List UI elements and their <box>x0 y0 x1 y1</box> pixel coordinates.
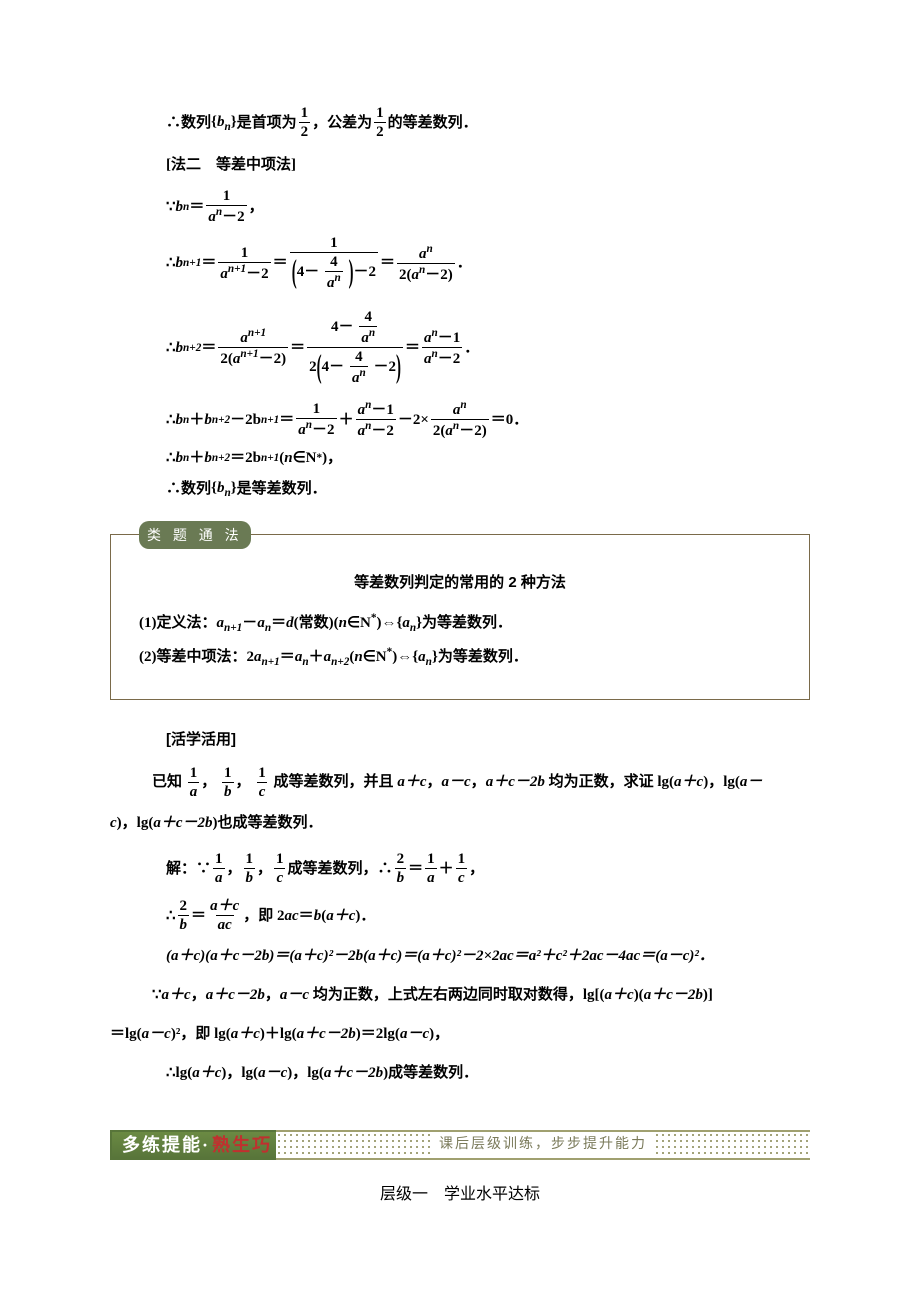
frac: 1 an－2 <box>296 400 336 439</box>
problem-p1: 已知 1a， 1b， 1c 成等差数列，并且 a＋c，a－c，a＋c－2b 均为… <box>110 764 810 801</box>
problem-p1b: c)，lg(a＋c－2b)也成等差数列． <box>110 807 810 840</box>
txt: ， <box>249 195 264 219</box>
eq-bn-def: ∵ bn＝ 1 an－2 ， <box>110 187 810 226</box>
txt: [法二 等差中项法] <box>166 153 296 177</box>
box-title: 等差数列判定的常用的 2 种方法 <box>139 571 781 595</box>
level-heading: 层级一 学业水平达标 <box>110 1182 810 1208</box>
methods-box: 类 题 通 法 等差数列判定的常用的 2 种方法 (1)定义法：an+1－an＝… <box>110 534 810 700</box>
banner-pattern: 课后层级训练，步步提升能力 <box>276 1130 810 1160</box>
eq-sum: ∴ bn＋bn+2－2bn+1＝ 1 an－2 ＋ an－1 an－2 －2× … <box>110 399 810 440</box>
banner-left: 多练提能· 熟生巧 <box>110 1130 276 1160</box>
banner-text-b: 熟生巧 <box>212 1131 272 1160</box>
eq-bn1: ∴ bn+1＝ 1 an+1－2 ＝ 1 (4－ 4an )－2 ＝ an 2(… <box>110 234 810 292</box>
practice-banner: 多练提能· 熟生巧 课后层级训练，步步提升能力 <box>110 1130 810 1160</box>
sol-l3: (a＋c)(a＋c－2b)＝(a＋c)²－2b(a＋c)＝(a＋c)²－2×2a… <box>110 940 810 973</box>
seq: {bn} <box>211 110 237 136</box>
txt: ，公差为 <box>312 111 372 135</box>
eq-2bn1: ∴ bn＋bn+2＝2bn+1(n∈N*)， <box>110 446 810 470</box>
sol-l2: ∴ 2b ＝ a＋cac ，即 2ac＝b(a＋c)． <box>110 897 810 934</box>
box-tag: 类 题 通 法 <box>139 521 251 549</box>
sol-l5: ∴lg(a＋c)，lg(a－c)，lg(a＋c－2b)成等差数列． <box>110 1057 810 1090</box>
frac: an 2(an－2) <box>431 399 489 440</box>
banner-right-text: 课后层级训练，步步提升能力 <box>433 1132 653 1158</box>
line-sequence-conclusion: ∴数列 {bn} 是首项为 1 2 ，公差为 1 2 的等差数列． <box>110 104 810 141</box>
conclusion-ap: ∴数列 {bn} 是等差数列． <box>110 476 810 502</box>
txt: ∴数列 <box>166 111 211 135</box>
frac-half-2: 1 2 <box>374 104 386 141</box>
box-line-1: (1)定义法：an+1－an＝d(常数)(n∈N*)⇔{an}为等差数列． <box>139 609 781 637</box>
frac: an 2(an－2) <box>397 243 455 284</box>
frac: 1 (4－ 4an )－2 <box>290 234 378 292</box>
sol-l4b: ＝lg(a－c)²，即 lg(a＋c)＋lg(a＋c－2b)＝2lg(a－c)， <box>110 1018 810 1051</box>
banner-text-a: 多练提能· <box>122 1131 210 1160</box>
frac-half-1: 1 2 <box>299 104 311 141</box>
frac: an+1 2(an+1－2) <box>218 327 288 368</box>
frac: 1 an+1－2 <box>218 244 270 283</box>
sol-l4: ∵a＋c，a＋c－2b，a－c 均为正数，上式左右两边同时取对数得，lg[(a＋… <box>110 979 810 1012</box>
txt: ∵ <box>166 195 176 219</box>
box-line-2: (2)等差中项法：2an+1＝an＋an+2(n∈N*)⇔{an}为等差数列． <box>139 643 781 671</box>
eq-bn2: ∴ bn+2＝ an+1 2(an+1－2) ＝ 4－ 4an 2(4－ 4an… <box>110 308 810 387</box>
txt: 是首项为 <box>237 111 297 135</box>
txt: 的等差数列． <box>388 111 478 135</box>
sol-l1: 解：∵ 1a， 1b， 1c 成等差数列，∴ 2b ＝ 1a ＋ 1c ， <box>110 850 810 887</box>
frac-bn: 1 an－2 <box>206 187 246 226</box>
frac: an－1 an－2 <box>356 399 396 440</box>
method-2-head: [法二 等差中项法] <box>110 153 810 177</box>
frac: 4－ 4an 2(4－ 4an －2) <box>307 308 403 387</box>
frac: an－1 an－2 <box>422 327 462 368</box>
txt: ∴ <box>166 251 176 275</box>
practice-head: [活学活用] <box>166 728 810 752</box>
